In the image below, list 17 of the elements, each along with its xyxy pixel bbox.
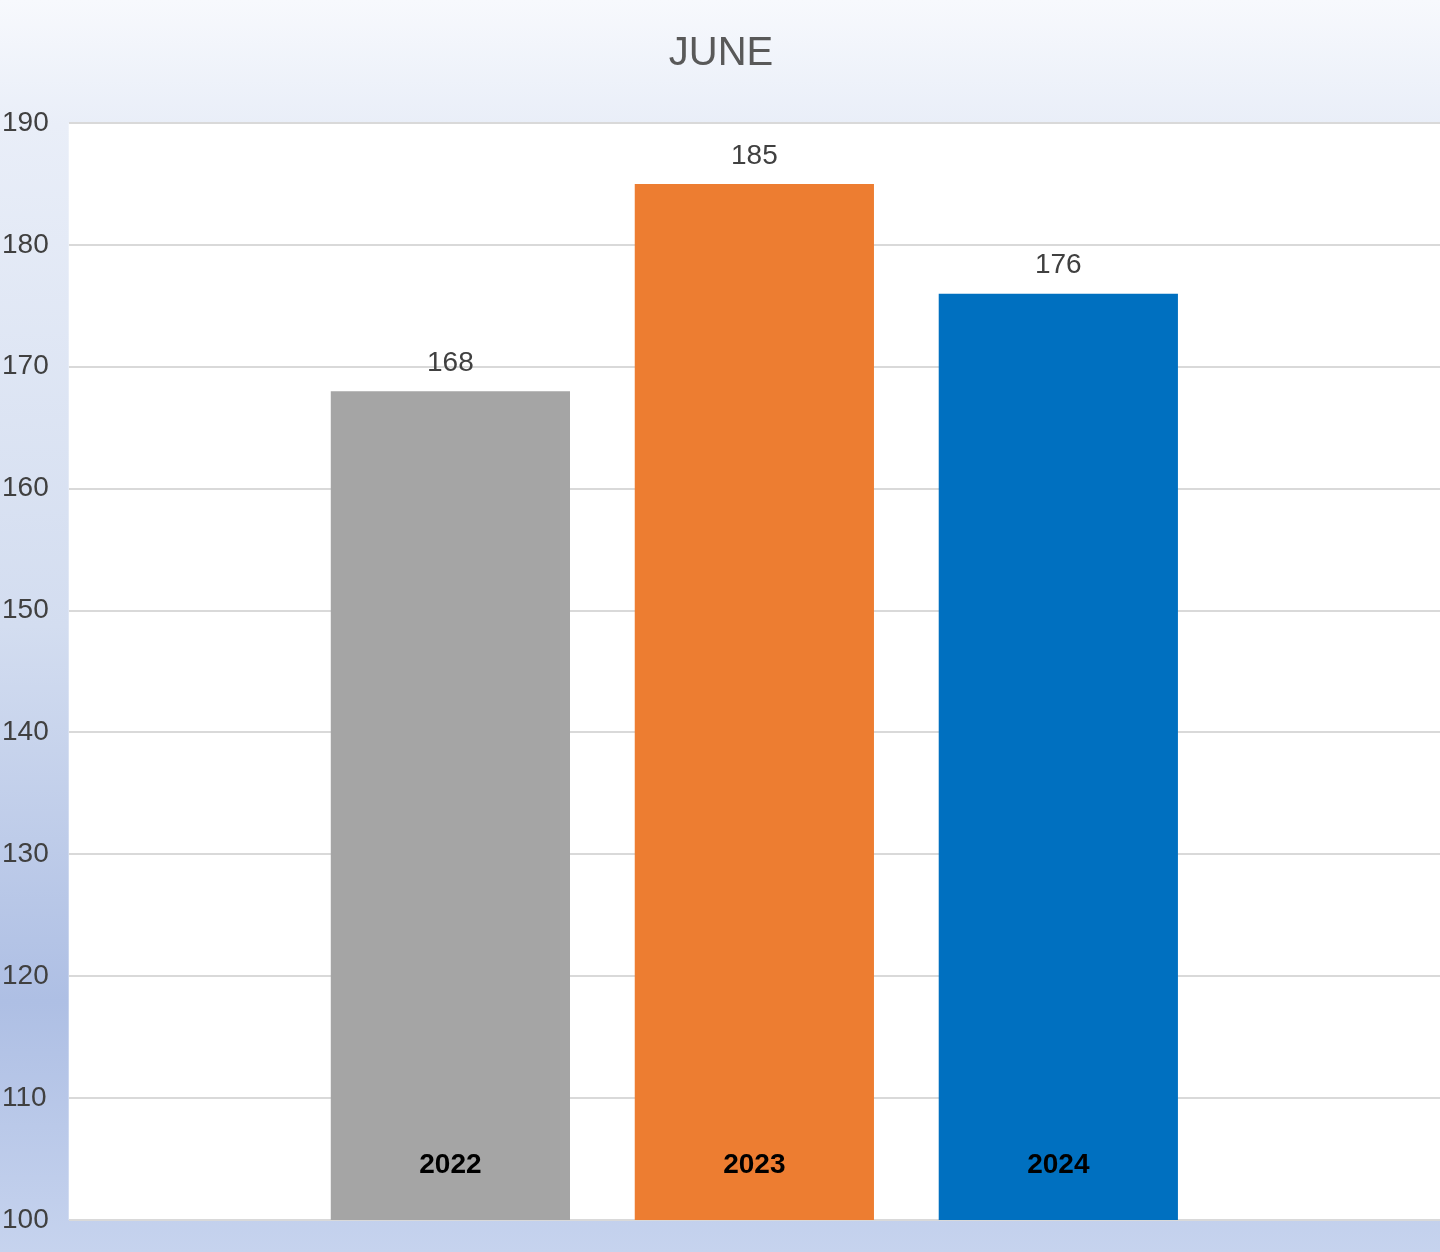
- y-tick-label: 190: [2, 105, 49, 137]
- data-label: 185: [731, 138, 778, 170]
- y-tick-label: 130: [2, 837, 49, 869]
- y-tick-label: 110: [2, 1080, 47, 1112]
- y-tick-label: 140: [2, 715, 49, 747]
- data-label: 168: [427, 345, 474, 377]
- series-label: 2024: [1027, 1147, 1090, 1179]
- y-tick-label: 160: [2, 471, 49, 503]
- series-label: 2023: [723, 1147, 786, 1179]
- y-tick-label: 150: [2, 593, 49, 625]
- chart-title: JUNE: [668, 29, 774, 74]
- data-label: 176: [1034, 248, 1082, 280]
- y-tick-label: 170: [2, 349, 49, 381]
- y-tick-label: 120: [2, 958, 49, 990]
- series-label: 2022: [419, 1147, 482, 1179]
- y-tick-label: 100: [2, 1202, 49, 1234]
- y-tick-label: 180: [2, 227, 49, 259]
